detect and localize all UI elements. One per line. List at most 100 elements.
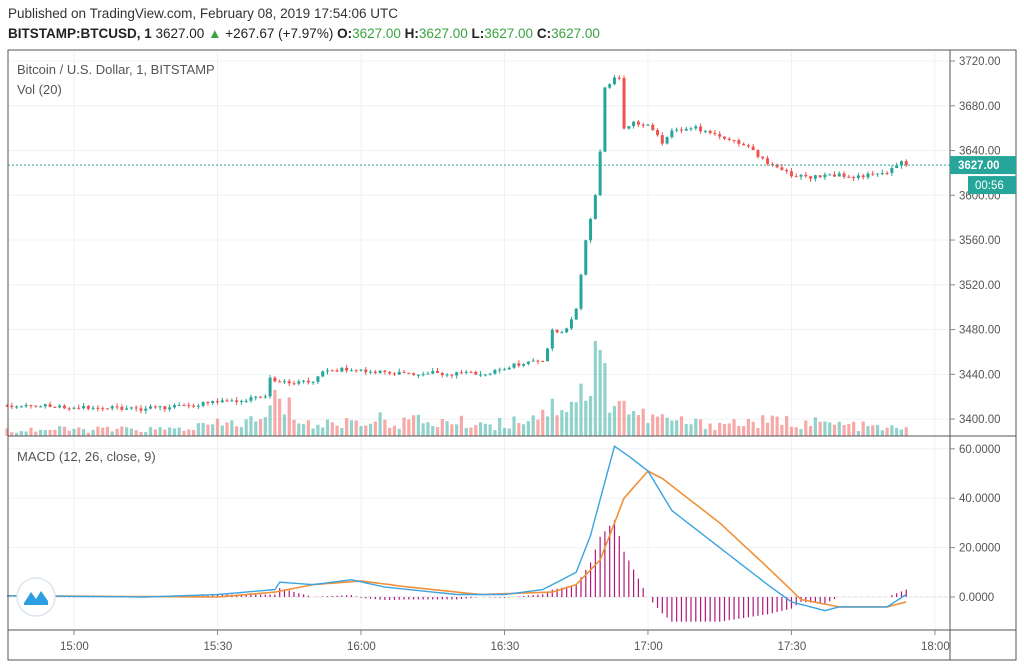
candle-body bbox=[684, 128, 688, 131]
candle-body bbox=[641, 124, 645, 126]
candle-body bbox=[522, 363, 526, 366]
volume-bar bbox=[799, 429, 803, 436]
volume-bar bbox=[335, 425, 339, 436]
candle-body bbox=[780, 167, 784, 170]
candle-body bbox=[603, 87, 607, 152]
candle-body bbox=[39, 406, 43, 408]
volume-bar bbox=[426, 422, 430, 436]
candle-body bbox=[426, 373, 430, 375]
candle-body bbox=[306, 380, 310, 383]
last-price-label: 3627.00 bbox=[958, 160, 1000, 172]
candle-body bbox=[479, 374, 483, 376]
candle-body bbox=[421, 374, 425, 376]
candle-body bbox=[813, 175, 817, 179]
candle-body bbox=[555, 329, 559, 333]
volume-bar bbox=[895, 427, 899, 436]
candle-body bbox=[569, 319, 573, 329]
volume-bar bbox=[29, 427, 33, 436]
volume-bar bbox=[459, 415, 464, 436]
macd-plot bbox=[7, 445, 950, 622]
candle-body bbox=[48, 404, 52, 407]
time-tick-label: 18:00 bbox=[921, 641, 950, 653]
volume-bar bbox=[665, 417, 669, 436]
candle-body bbox=[737, 140, 741, 144]
candle-body bbox=[847, 176, 851, 178]
candle-body bbox=[703, 130, 707, 132]
volume-bar bbox=[698, 419, 703, 436]
candle-body bbox=[86, 406, 90, 409]
tradingview-logo[interactable] bbox=[16, 577, 56, 617]
volume-bar bbox=[15, 432, 19, 436]
candle-body bbox=[722, 136, 726, 139]
volume-bar bbox=[383, 419, 387, 436]
volume-bar bbox=[421, 423, 425, 436]
volume-bar bbox=[72, 428, 76, 436]
volume-bar bbox=[120, 426, 124, 436]
candle-body bbox=[369, 371, 373, 373]
candle-body bbox=[325, 370, 329, 372]
volume-bar bbox=[804, 420, 808, 436]
volume-bar bbox=[388, 427, 392, 436]
candle-body bbox=[450, 374, 454, 376]
candle-body bbox=[153, 406, 157, 408]
candle-body bbox=[105, 408, 109, 410]
price-tick-label: 3440.00 bbox=[959, 369, 1001, 381]
volume-bar bbox=[129, 428, 133, 436]
candle-body bbox=[785, 169, 789, 172]
volume-bar bbox=[737, 425, 741, 436]
volume-bar bbox=[569, 401, 574, 436]
time-axis[interactable]: 15:00 15:30 16:00 16:30 17:00 17:30 18:00 bbox=[60, 630, 950, 653]
macd-axis[interactable]: 60.0000 40.0000 20.0000 0.0000 bbox=[950, 444, 1001, 604]
price-axis[interactable]: 3720.003680.003640.003600.003560.003520.… bbox=[950, 56, 1001, 426]
volume-bar bbox=[435, 427, 440, 436]
candle-body bbox=[144, 408, 148, 411]
volume-bar bbox=[622, 400, 626, 436]
volume-bar bbox=[517, 423, 521, 436]
candle-body bbox=[158, 406, 162, 408]
volume-bar bbox=[742, 426, 746, 436]
volume-bar bbox=[110, 431, 114, 436]
candle-body bbox=[746, 145, 750, 147]
last-price: 3627.00 bbox=[155, 26, 205, 41]
volume-bar bbox=[703, 429, 707, 436]
candle-body bbox=[182, 405, 186, 407]
candle-body bbox=[699, 126, 703, 132]
price-tick-label: 3720.00 bbox=[959, 56, 1001, 68]
candle-body bbox=[335, 370, 339, 372]
volume-bar bbox=[105, 426, 110, 436]
candle-body bbox=[531, 360, 535, 362]
candle-body bbox=[651, 124, 655, 131]
candle-body bbox=[770, 163, 774, 165]
volume-bar bbox=[48, 429, 52, 436]
candle-body bbox=[565, 328, 569, 333]
volume-bar bbox=[5, 428, 9, 436]
volume-bar bbox=[828, 422, 832, 436]
volume-bar bbox=[493, 430, 497, 436]
candle-body bbox=[584, 240, 588, 275]
volume-bar bbox=[235, 426, 239, 436]
candle-body bbox=[670, 130, 674, 138]
candle-body bbox=[445, 374, 449, 376]
volume-bar bbox=[646, 423, 650, 436]
volume-bar bbox=[340, 427, 344, 436]
candle-body bbox=[316, 376, 320, 382]
candle-body bbox=[392, 373, 396, 375]
volume-bar bbox=[177, 427, 181, 436]
candle-body bbox=[656, 130, 660, 136]
open-value: 3627.00 bbox=[352, 26, 401, 41]
volume-bar bbox=[359, 426, 363, 436]
candle-body bbox=[345, 367, 349, 371]
volume-bar bbox=[617, 401, 621, 436]
candle-body bbox=[225, 400, 229, 402]
candle-body bbox=[689, 128, 693, 130]
candle-body bbox=[215, 401, 219, 403]
candle-body bbox=[727, 138, 731, 140]
candle-body bbox=[742, 143, 746, 146]
candle-body bbox=[622, 78, 626, 129]
candle-body bbox=[861, 175, 865, 178]
candle-body bbox=[546, 348, 550, 362]
volume-bar bbox=[598, 349, 602, 436]
grid bbox=[8, 50, 950, 630]
candle-body bbox=[761, 156, 765, 159]
